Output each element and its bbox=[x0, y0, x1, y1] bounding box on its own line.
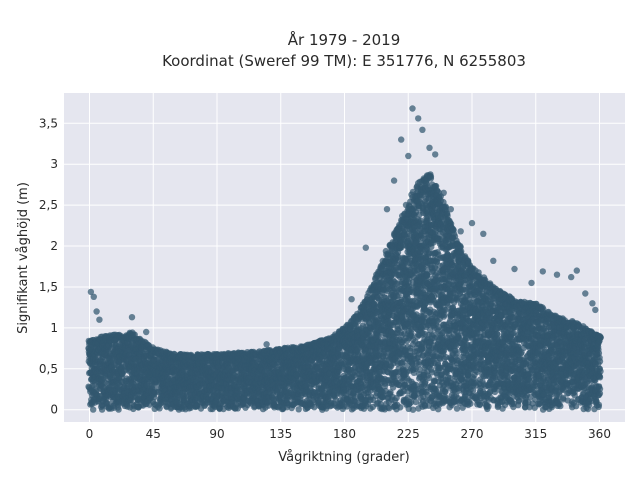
data-point bbox=[409, 406, 417, 413]
chart-subtitle: Koordinat (Sweref 99 TM): E 351776, N 62… bbox=[162, 52, 526, 70]
data-point bbox=[90, 406, 97, 413]
data-point bbox=[156, 405, 163, 412]
data-point bbox=[115, 406, 122, 413]
data-point bbox=[397, 404, 404, 411]
chart-title: År 1979 - 2019 bbox=[288, 30, 401, 49]
data-point bbox=[408, 332, 415, 340]
data-points bbox=[85, 105, 604, 413]
